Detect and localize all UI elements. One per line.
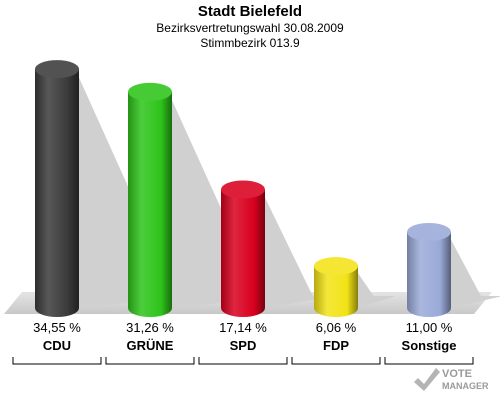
chart-district: Stimmbezirk 013.9 <box>200 36 300 50</box>
category-bracket <box>12 357 102 365</box>
category-label: FDP <box>323 338 349 353</box>
bar-body <box>35 69 79 318</box>
bar-top <box>221 180 265 199</box>
logo-line2: MANAGER <box>442 381 489 391</box>
bars <box>35 60 451 318</box>
bar-shadow <box>263 193 335 308</box>
category-bracket <box>105 357 195 365</box>
bar-body <box>407 231 451 317</box>
value-label: 34,55 % <box>33 320 81 335</box>
bar-body <box>221 189 265 317</box>
bar-spd <box>221 180 265 317</box>
category-bracket <box>198 357 288 365</box>
bar-body <box>314 266 358 317</box>
bar-body <box>128 91 172 317</box>
category-label: CDU <box>43 338 71 353</box>
bar-top <box>314 257 358 276</box>
logo-line1: VOTE <box>442 368 472 380</box>
category-label: GRÜNE <box>127 338 174 353</box>
category-brackets <box>12 357 474 365</box>
bar-grüne <box>128 82 172 317</box>
bar-top <box>35 60 79 79</box>
votemanager-logo: VOTE MANAGER <box>414 364 494 394</box>
bar-cdu <box>35 60 79 318</box>
bar-shadows <box>77 73 500 309</box>
bar-labels: 34,55 % CDU 31,26 % GRÜNE 17,14 % SPD 6,06 % FD… <box>33 320 456 353</box>
bar-fdp <box>314 257 358 317</box>
bar-shadow <box>356 270 396 308</box>
bar-shadow <box>77 73 200 309</box>
bar-top <box>407 222 451 241</box>
bar-sonstige <box>407 222 451 317</box>
chart-header: Stadt Bielefeld Bezirksvertretungswahl 3… <box>0 0 500 51</box>
chart-title: Stadt Bielefeld <box>197 3 303 20</box>
bar-shadow <box>449 235 500 308</box>
category-label: SPD <box>230 338 257 353</box>
chart-subtitle: Bezirksvertretungswahl 30.08.2009 <box>156 21 344 35</box>
votemanager-check-icon: VOTE MANAGER <box>414 368 489 391</box>
value-label: 17,14 % <box>219 320 267 335</box>
value-label: 31,26 % <box>126 320 174 335</box>
value-label: 11,00 % <box>406 320 453 335</box>
bar-top <box>128 82 172 101</box>
category-bracket <box>291 357 381 365</box>
bar-shadow <box>170 95 283 308</box>
category-bracket <box>384 357 474 365</box>
category-label: Sonstige <box>402 338 457 353</box>
value-label: 6,06 % <box>316 320 357 335</box>
